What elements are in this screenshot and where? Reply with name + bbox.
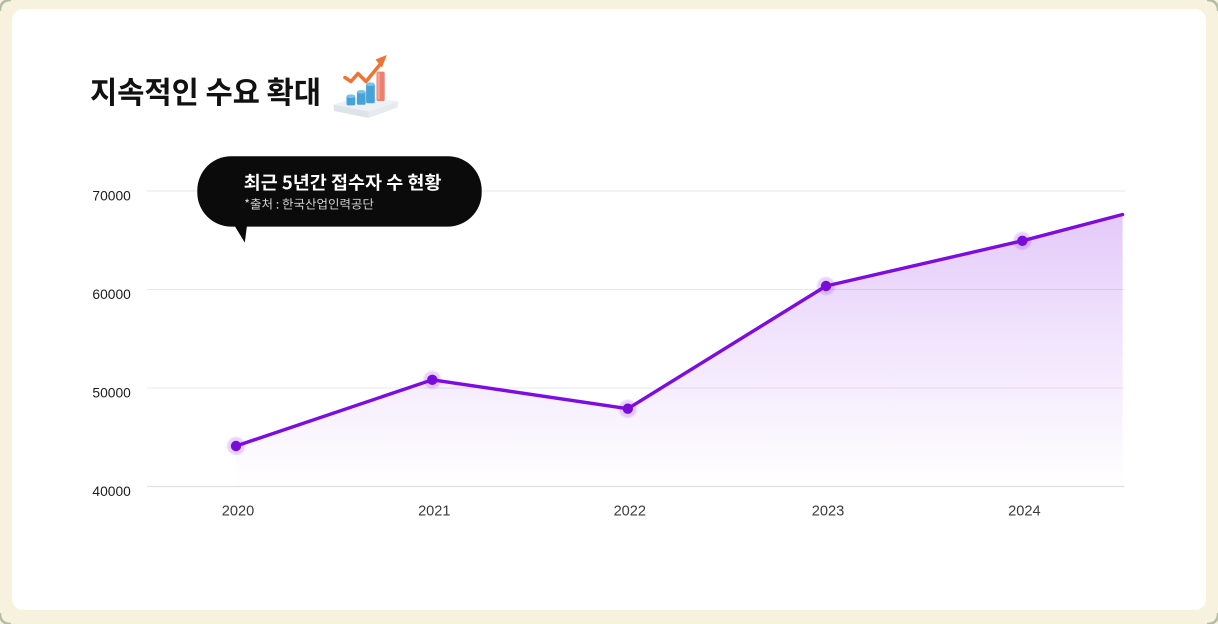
svg-text:2020: 2020: [222, 503, 254, 519]
svg-text:2021: 2021: [418, 503, 450, 519]
svg-text:60000: 60000: [92, 287, 131, 302]
svg-text:50000: 50000: [92, 386, 131, 401]
svg-text:40000: 40000: [92, 484, 131, 499]
svg-text:70000: 70000: [92, 189, 131, 204]
svg-text:2024: 2024: [1008, 503, 1040, 519]
svg-text:2023: 2023: [812, 503, 844, 519]
svg-text:2022: 2022: [614, 503, 646, 519]
